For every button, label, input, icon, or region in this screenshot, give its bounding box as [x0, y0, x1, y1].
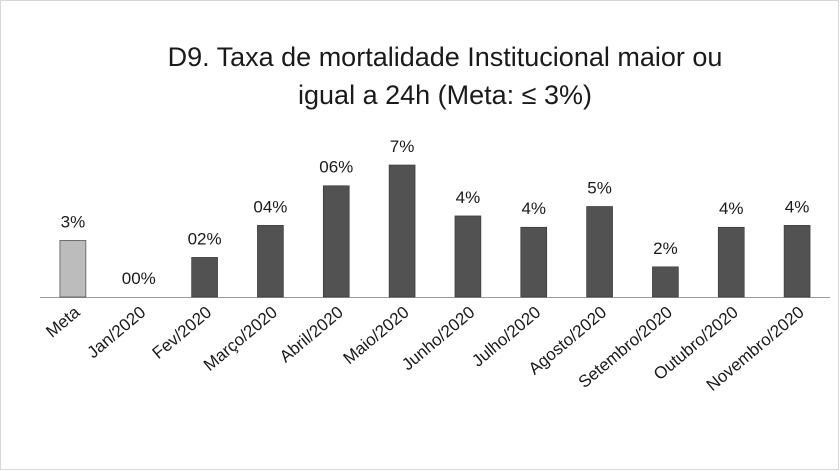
value-label: 04%: [253, 197, 287, 216]
bar: [652, 266, 679, 298]
bar: [322, 185, 350, 298]
bar: [520, 226, 548, 298]
bar: [454, 215, 482, 298]
value-label: 4%: [521, 199, 546, 218]
value-label: 3%: [61, 212, 86, 231]
value-label: 00%: [122, 269, 156, 288]
value-label: 4%: [719, 199, 744, 218]
bar: [191, 257, 218, 298]
chart-title: D9. Taxa de mortalidade Institucional ma…: [168, 42, 723, 72]
value-label: 5%: [587, 178, 612, 197]
bar: [586, 206, 613, 298]
bar: [388, 164, 416, 298]
value-label: 4%: [785, 197, 810, 216]
bar: [59, 240, 87, 298]
bar: [717, 226, 745, 298]
value-label: 02%: [188, 229, 222, 248]
value-label: 7%: [390, 137, 415, 156]
chart-title: igual a 24h (Meta: ≤ 3%): [298, 80, 592, 110]
bar: [257, 225, 284, 298]
value-label: 4%: [456, 188, 481, 207]
value-label: 06%: [319, 158, 353, 177]
bar: [783, 225, 811, 298]
value-label: 2%: [653, 239, 678, 258]
